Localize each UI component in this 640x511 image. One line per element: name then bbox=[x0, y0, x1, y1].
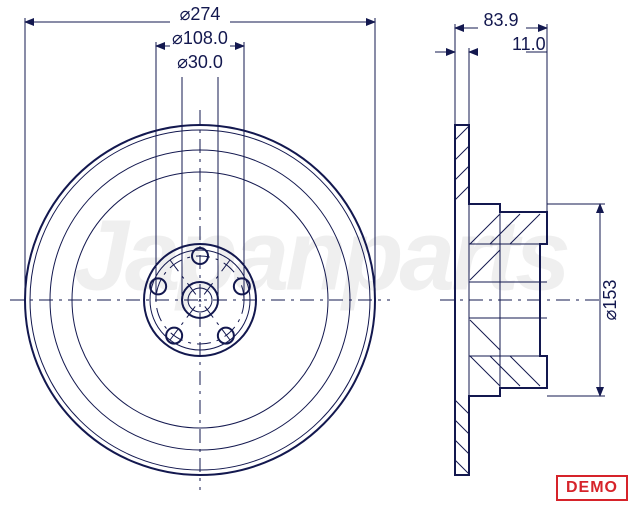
dim-d153: ⌀153 bbox=[600, 280, 620, 321]
dim-d108: ⌀108.0 bbox=[172, 28, 228, 48]
side-view bbox=[435, 24, 605, 475]
dim-t11: 11.0 bbox=[512, 34, 546, 54]
front-view bbox=[10, 18, 390, 490]
technical-drawing: ⌀274 ⌀108.0 ⌀30.0 bbox=[0, 0, 640, 511]
demo-badge: DEMO bbox=[556, 475, 628, 501]
dim-w83: 83.9 bbox=[483, 10, 518, 30]
dim-d274: ⌀274 bbox=[180, 4, 221, 24]
dim-d30: ⌀30.0 bbox=[177, 52, 223, 72]
